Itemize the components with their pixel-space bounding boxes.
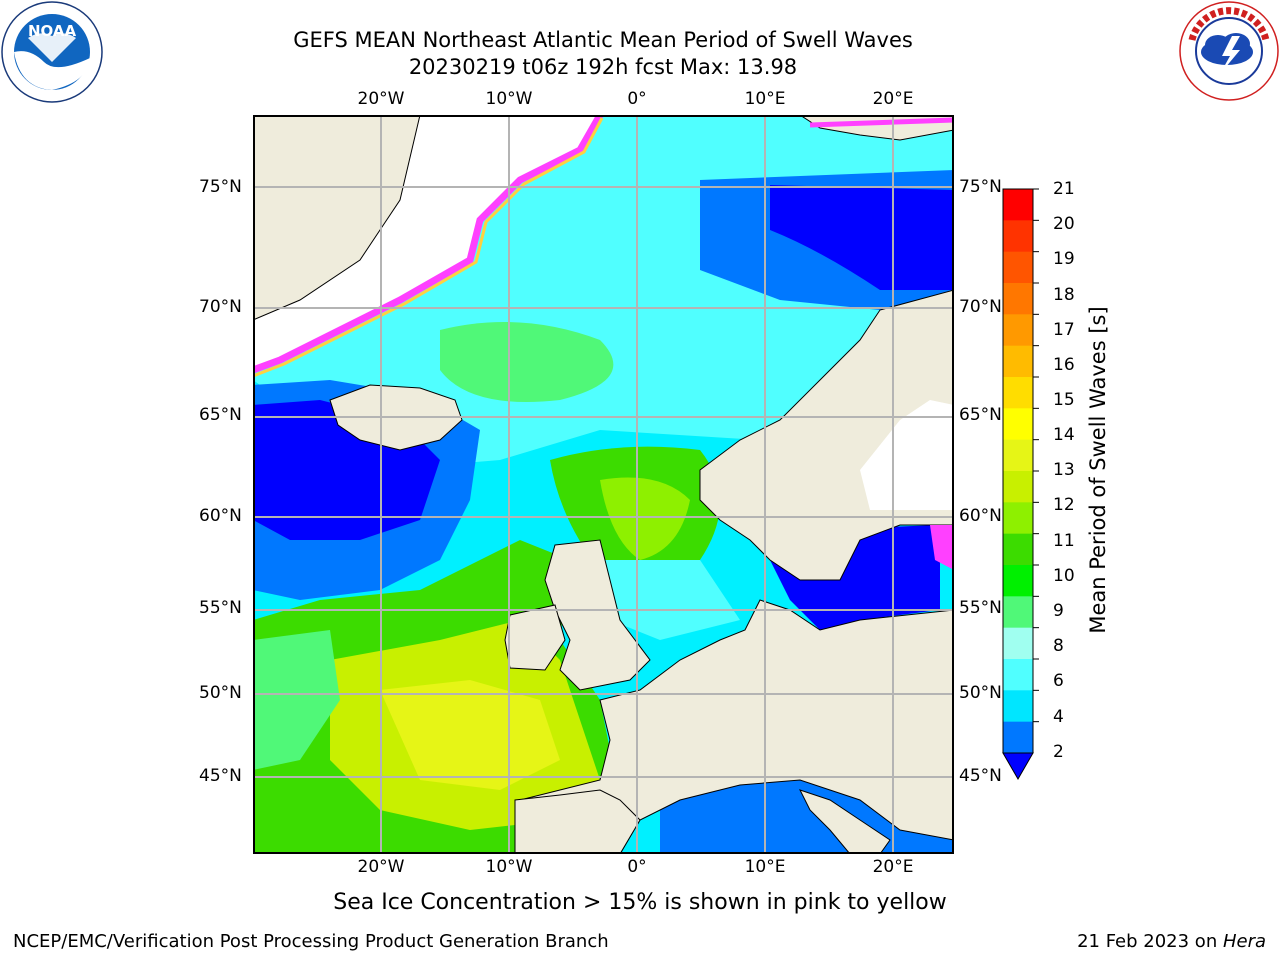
lon-label-bottom: 0° [627,857,647,877]
lat-label-left: 50°N [199,683,242,703]
colorbar-tick-label: 6 [1053,671,1064,691]
colorbar-tick-label: 17 [1053,320,1075,340]
colorbar-tick-label: 16 [1053,355,1075,375]
colorbar-swatch [1003,721,1033,754]
sea-ice-edge-yellow [253,117,604,378]
colorbar-tick-label: 12 [1053,495,1075,515]
colorbar [1002,188,1039,781]
colorbar-swatch [1003,533,1033,566]
colorbar-tick-label: 9 [1053,601,1064,621]
sea-ice-patch [930,525,954,570]
chart-title: GEFS MEAN Northeast Atlantic Mean Period… [293,28,913,52]
map-border [253,115,954,854]
lon-label-bottom: 10°W [485,857,533,877]
colorbar-swatch [1003,627,1033,660]
noaa-logo: NOAA [1,1,103,103]
greenland-land [253,115,421,321]
colorbar-swatch [1003,690,1033,723]
generation-host: Hera [1222,931,1266,952]
generation-date-prefix: 21 Feb 2023 on [1077,931,1223,952]
swell-field-light-green [253,630,340,770]
colorbar-swatch [1003,471,1033,503]
lon-label-top: 20°E [872,89,914,109]
swell-field-green [440,322,614,402]
colorbar-tick-label: 14 [1053,425,1075,445]
colorbar-swatch [1003,659,1033,691]
generation-date: 21 Feb 2023 on Hera [1077,931,1266,952]
colorbar-tick-label: 20 [1053,214,1075,234]
chart-subtitle: 20230219 t06z 192h fcst Max: 13.98 [408,55,798,79]
swell-field-lime [600,477,690,560]
colorbar-tick-label: 13 [1053,460,1075,480]
sea-ice-edge [253,115,604,374]
lon-label-top: 20°W [357,89,405,109]
colorbar-label: Mean Period of Swell Waves [s] [1086,306,1110,634]
colorbar-swatch [1003,251,1033,284]
noaa-logo-text: NOAA [28,22,77,40]
colorbar-swatch [1003,439,1033,472]
graticule [253,115,954,854]
lat-label-left: 45°N [199,766,242,786]
colorbar-tick-label: 10 [1053,566,1075,586]
credit-line: NCEP/EMC/Verification Post Processing Pr… [13,931,609,952]
colorbar-tick-label: 15 [1053,390,1075,410]
lat-label-right: 45°N [959,766,1002,786]
colorbar-tick-label: 4 [1053,707,1064,727]
lat-label-right: 60°N [959,506,1002,526]
swell-period-map [253,115,954,854]
lat-label-left: 60°N [199,506,242,526]
lat-label-right: 65°N [959,405,1002,425]
lon-label-bottom: 20°E [872,857,914,877]
swell-field-light-cyan [600,560,740,640]
lon-label-top: 10°W [485,89,533,109]
lat-label-left: 75°N [199,177,242,197]
lat-label-left: 55°N [199,598,242,618]
sea-ice-edge [809,117,954,128]
national-weather-service-logo [1179,1,1279,101]
lat-label-left: 65°N [199,405,242,425]
colorbar-tick-label: 18 [1053,285,1075,305]
iberia-land [514,789,641,854]
colorbar-swatch [1003,565,1033,597]
lat-label-right: 70°N [959,297,1002,317]
colorbar-extend-arrow [1002,752,1034,781]
colorbar-swatch [1003,220,1033,253]
lat-label-left: 70°N [199,297,242,317]
lat-label-right: 50°N [959,683,1002,703]
swell-field-dark-blue [770,185,954,290]
lon-label-top: 10°E [744,89,786,109]
italy-land [799,789,891,854]
colorbar-swatch [1003,189,1033,221]
lon-label-top: 0° [627,89,647,109]
colorbar-swatch [1003,345,1033,378]
colorbar-swatch [1003,408,1033,441]
lon-label-bottom: 20°W [357,857,405,877]
lat-label-right: 75°N [959,177,1002,197]
colorbar-swatch [1003,596,1033,629]
colorbar-swatch [1003,314,1033,347]
colorbar-tick-label: 2 [1053,742,1064,762]
colorbar-swatch [1003,283,1033,315]
ireland-land [504,604,566,671]
sea-ice-note: Sea Ice Concentration > 15% is shown in … [333,890,947,915]
colorbar-tick-label: 19 [1053,249,1075,269]
colorbar-tick-label: 11 [1053,531,1075,551]
lon-label-bottom: 10°E [744,857,786,877]
colorbar-tick-label: 21 [1053,179,1075,199]
colorbar-swatch [1003,377,1033,409]
gulf-of-bothnia-ice [860,400,954,510]
colorbar-swatch [1003,502,1033,535]
lat-label-right: 55°N [959,598,1002,618]
swell-field-yellow [380,680,560,790]
colorbar-tick-label: 8 [1053,636,1064,656]
